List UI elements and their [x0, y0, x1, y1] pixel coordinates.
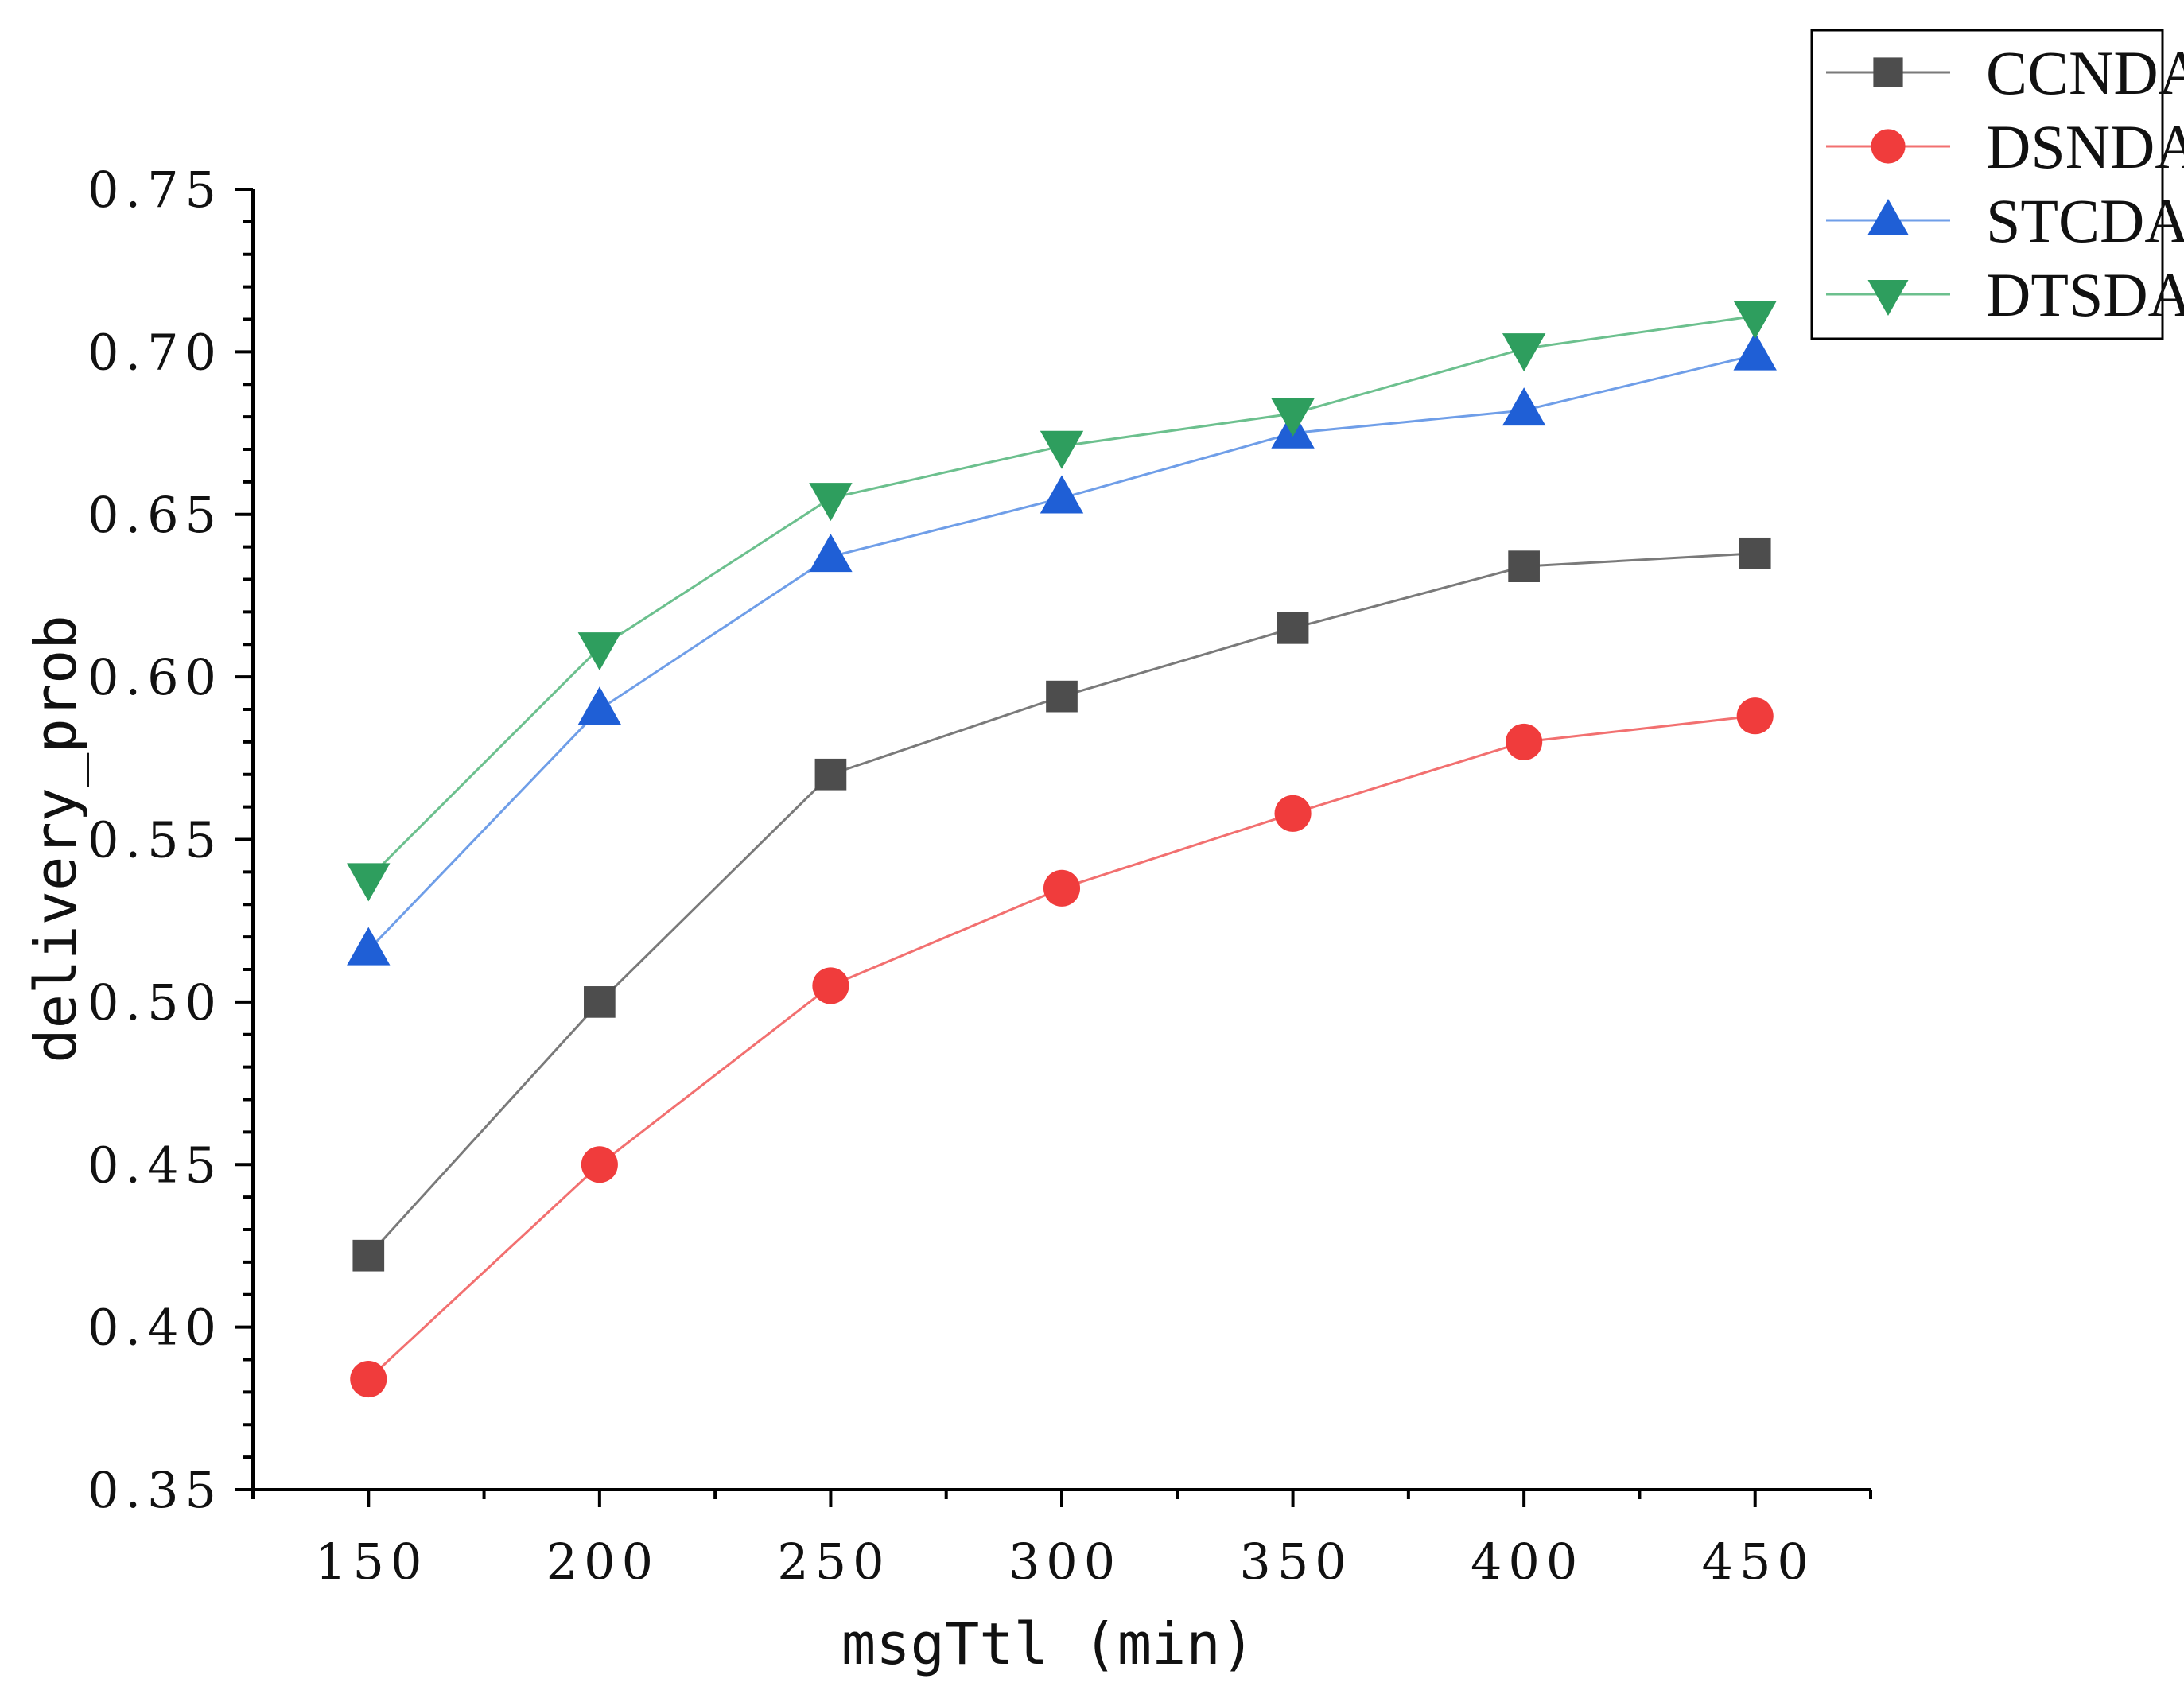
data-point-dtsda: [1733, 301, 1777, 340]
legend-label-stcda: STCDA: [1986, 186, 2184, 255]
y-tick-label: 0.40: [87, 1299, 223, 1357]
y-tick-label: 0.60: [87, 648, 223, 706]
x-axis-ticks: 150 200 250 300 350 400 450: [251, 1490, 1872, 1591]
data-point-dtsda: [809, 483, 853, 522]
data-point-dsnda: [1043, 869, 1081, 907]
data-point-stcda: [1502, 387, 1546, 426]
data-point-stcda: [577, 686, 622, 725]
legend-label-dtsda: DTSDA: [1986, 260, 2184, 329]
y-tick-label: 0.50: [87, 973, 223, 1032]
data-point-dtsda: [1040, 430, 1084, 469]
data-point-ccnda: [1277, 612, 1309, 644]
legend-marker-dsnda: [1871, 129, 1906, 164]
x-tick-label: 400: [1471, 1533, 1584, 1591]
y-tick-label: 0.65: [87, 486, 223, 544]
data-point-dsnda: [1506, 723, 1543, 760]
data-point-ccnda: [1508, 550, 1540, 582]
legend-box: [1810, 29, 2164, 340]
data-point-ccnda: [1046, 680, 1078, 713]
y-tick-label: 0.70: [87, 323, 223, 381]
legend-label-dsnda: DSNDA: [1986, 112, 2184, 181]
data-point-ccnda: [352, 1239, 385, 1272]
x-axis-title: msgTtl (min): [841, 1611, 1255, 1677]
data-point-dtsda: [1271, 398, 1315, 437]
y-tick-label: 0.75: [87, 161, 223, 219]
x-tick-label: 450: [1702, 1533, 1815, 1591]
y-axis-ticks: 0.35 0.40 0.45 0.50 0.55 0.60 0.65 0.70 0.75: [87, 161, 253, 1519]
data-point-ccnda: [584, 986, 616, 1018]
y-tick-label: 0.45: [87, 1136, 223, 1194]
data-point-dtsda: [577, 632, 622, 671]
data-point-stcda: [1733, 332, 1777, 371]
series-line-dtsda: [367, 314, 1755, 880]
legend-marker-stcda: [1867, 199, 1909, 235]
data-point-stcda: [1040, 475, 1084, 514]
data-point-stcda: [809, 534, 853, 573]
data-point-stcda: [347, 927, 391, 966]
data-point-dtsda: [347, 863, 391, 902]
data-point-ccnda: [1739, 537, 1771, 569]
legend-marker-dtsda: [1867, 280, 1909, 316]
x-tick-label: 350: [1239, 1533, 1352, 1591]
data-point-dsnda: [581, 1146, 618, 1183]
x-tick-label: 200: [546, 1533, 659, 1591]
x-tick-label: 150: [315, 1533, 428, 1591]
data-point-dsnda: [1274, 795, 1312, 832]
data-point-dsnda: [812, 967, 849, 1004]
y-axis-title: delivery_prob: [22, 615, 89, 1063]
y-tick-label: 0.35: [87, 1461, 223, 1519]
data-point-ccnda: [814, 758, 847, 791]
data-point-dtsda: [1502, 333, 1546, 372]
legend-marker-ccnda: [1873, 57, 1903, 87]
y-tick-label: 0.55: [87, 811, 223, 869]
data-point-dsnda: [1736, 697, 1774, 735]
series-markers: [347, 301, 1777, 1398]
x-tick-label: 300: [1008, 1533, 1121, 1591]
legend-label-ccnda: CCNDA: [1986, 38, 2184, 107]
series-line-dsnda: [367, 714, 1755, 1381]
x-tick-label: 250: [777, 1533, 890, 1591]
data-point-dsnda: [350, 1360, 387, 1398]
